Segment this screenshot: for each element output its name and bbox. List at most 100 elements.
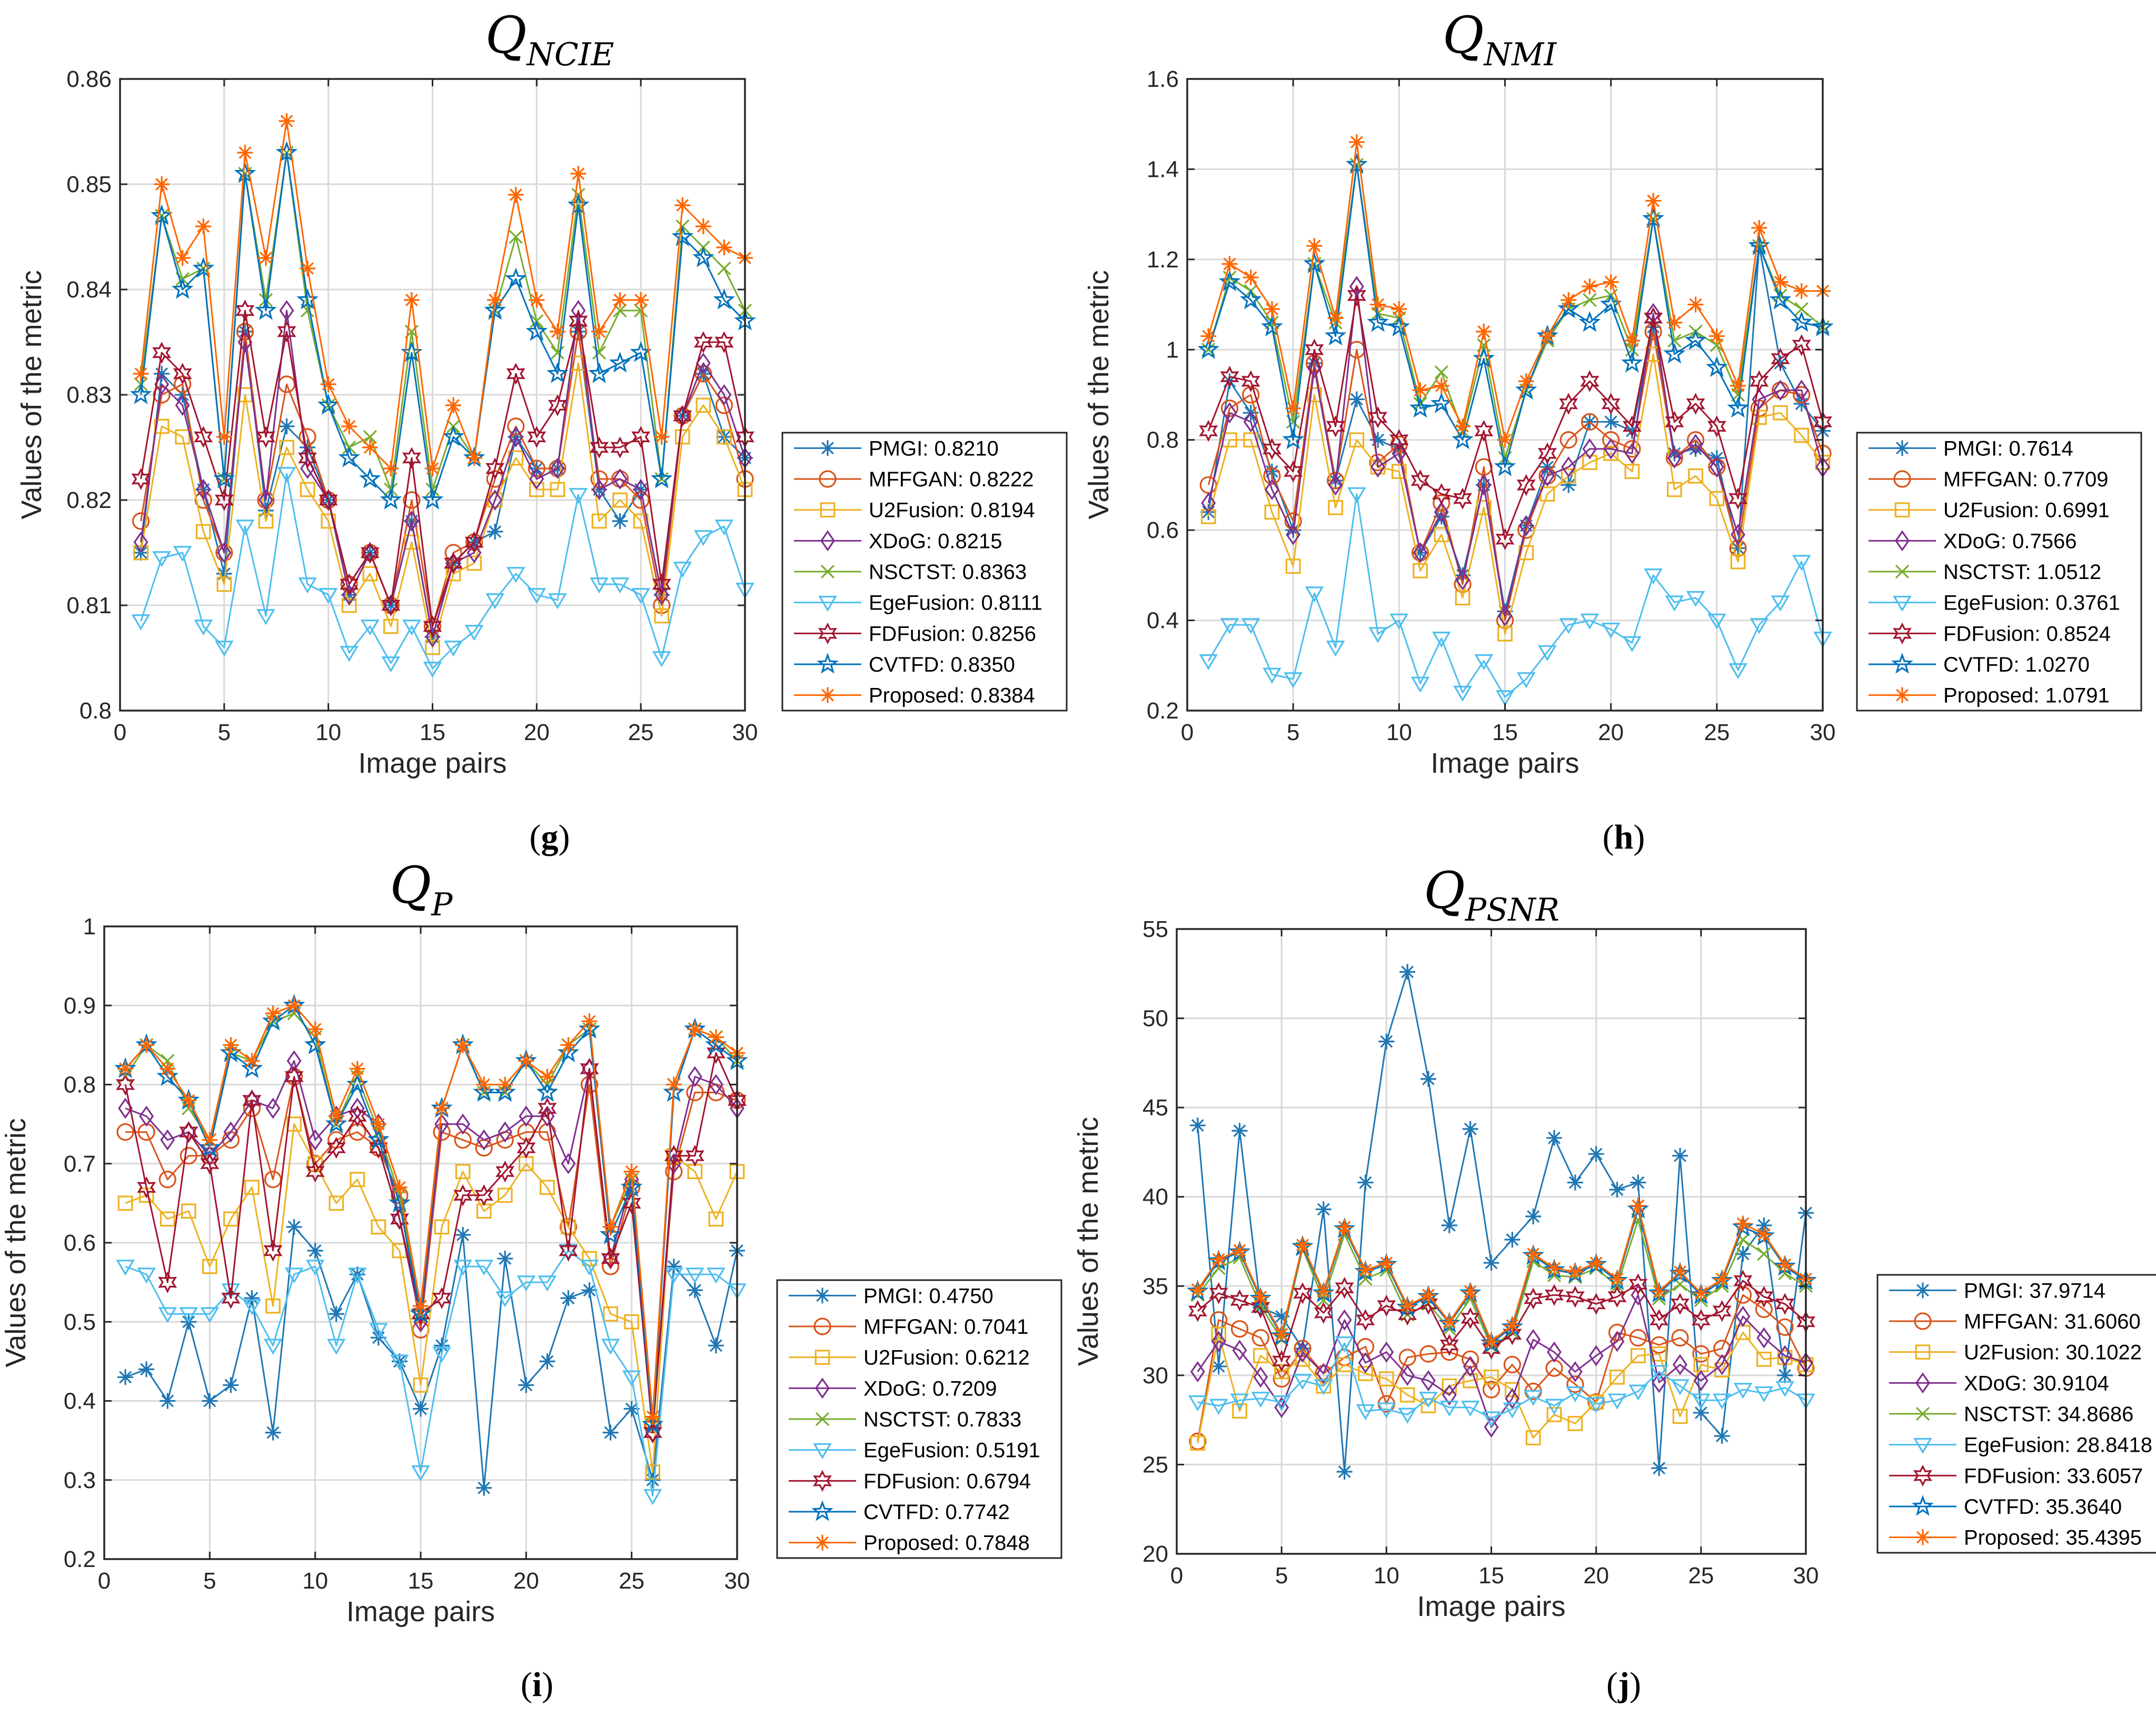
data-point (1316, 1363, 1331, 1384)
legend-entry: U2Fusion: 0.8194 (869, 499, 1035, 522)
data-point (1264, 301, 1280, 317)
data-point (390, 1208, 410, 1230)
data-point (1358, 1366, 1373, 1381)
legend-marker (1915, 1406, 1930, 1421)
data-point (350, 1172, 365, 1187)
data-point (495, 1160, 515, 1183)
y-tick-label: 20 (1142, 1541, 1168, 1567)
data-point (687, 1282, 703, 1299)
data-point (693, 331, 713, 353)
data-point (630, 341, 652, 362)
data-point (1241, 370, 1260, 393)
data-point (633, 478, 649, 501)
data-point (1274, 1326, 1290, 1342)
data-point (173, 546, 192, 562)
series-line (1197, 1280, 1806, 1362)
legend-entry: EgeFusion: 0.5191 (863, 1439, 1040, 1462)
data-point (1546, 1407, 1562, 1422)
data-point (1603, 438, 1618, 460)
data-point (1601, 393, 1621, 415)
data-point (1230, 1289, 1249, 1312)
x-tick-label: 25 (1688, 1563, 1714, 1589)
data-point (529, 482, 544, 497)
data-point (1370, 432, 1386, 448)
legend-marker (820, 440, 836, 456)
x-tick-label: 20 (513, 1568, 539, 1594)
data-point (432, 1287, 452, 1309)
data-point (363, 430, 377, 444)
data-point (1274, 1396, 1289, 1418)
legend-marker (815, 1412, 830, 1426)
data-point (1792, 555, 1811, 571)
series-line (140, 310, 746, 627)
data-point (547, 362, 569, 383)
data-point (390, 1354, 409, 1371)
data-point (1285, 558, 1301, 574)
data-point (131, 614, 151, 631)
data-point (180, 1147, 197, 1165)
data-point (1243, 432, 1259, 448)
x-tick-label: 0 (114, 720, 126, 745)
series-line (140, 152, 746, 501)
data-point (1463, 1373, 1478, 1389)
data-point (548, 394, 567, 416)
data-point (612, 492, 628, 508)
data-point (342, 584, 357, 606)
data-point (685, 1267, 704, 1284)
y-axis-label: Values of the metric (1083, 270, 1115, 519)
data-point (487, 292, 503, 308)
data-point (298, 447, 317, 469)
y-tick-label: 1.6 (1147, 66, 1179, 92)
data-point (1356, 1404, 1375, 1421)
data-point (286, 1116, 302, 1132)
legend-marker (817, 653, 839, 674)
data-point (581, 1013, 598, 1030)
data-point (1582, 438, 1597, 460)
data-point (158, 1271, 177, 1293)
y-tick-label: 55 (1142, 916, 1168, 942)
data-point (509, 229, 523, 244)
legend-entry: XDoG: 30.9104 (1964, 1372, 2109, 1395)
data-point (599, 1223, 622, 1244)
data-point (1793, 283, 1810, 299)
data-point (1434, 501, 1449, 523)
data-point (1303, 252, 1326, 274)
data-point (361, 620, 380, 636)
data-point (1305, 338, 1324, 361)
data-point (1253, 1289, 1269, 1305)
data-point (1482, 1411, 1501, 1427)
legend-entry: Proposed: 0.8384 (869, 684, 1035, 707)
data-point (1264, 504, 1280, 520)
data-point (1756, 1351, 1772, 1367)
data-point (1482, 1381, 1501, 1399)
data-point (1565, 1285, 1585, 1308)
data-point (1347, 284, 1366, 307)
data-point (1282, 428, 1305, 450)
data-point (1392, 443, 1407, 464)
chart-title: QPSNR (1424, 861, 1559, 929)
data-point (525, 320, 548, 341)
data-point (1400, 1364, 1415, 1386)
x-axis-label: Image pairs (1417, 1591, 1565, 1622)
data-point (1609, 1182, 1625, 1198)
data-point (223, 1121, 239, 1143)
data-point (1709, 491, 1725, 506)
data-point (132, 512, 150, 530)
legend-entry: CVTFD: 0.8350 (869, 653, 1015, 676)
series-fdfusion (1199, 284, 1832, 551)
data-point (425, 640, 440, 655)
legend-marker (813, 1317, 831, 1335)
data-point (1473, 347, 1495, 368)
data-point (1293, 1374, 1312, 1390)
data-point (194, 491, 212, 509)
series-line (140, 310, 746, 638)
data-point (508, 187, 524, 203)
data-point (383, 461, 399, 476)
data-point (569, 488, 588, 504)
data-point (381, 656, 401, 673)
y-axis-label: Values of the metric (0, 1118, 32, 1367)
data-point (561, 1219, 576, 1235)
data-point (1433, 508, 1449, 525)
data-point (1221, 373, 1238, 390)
data-point (404, 510, 419, 532)
